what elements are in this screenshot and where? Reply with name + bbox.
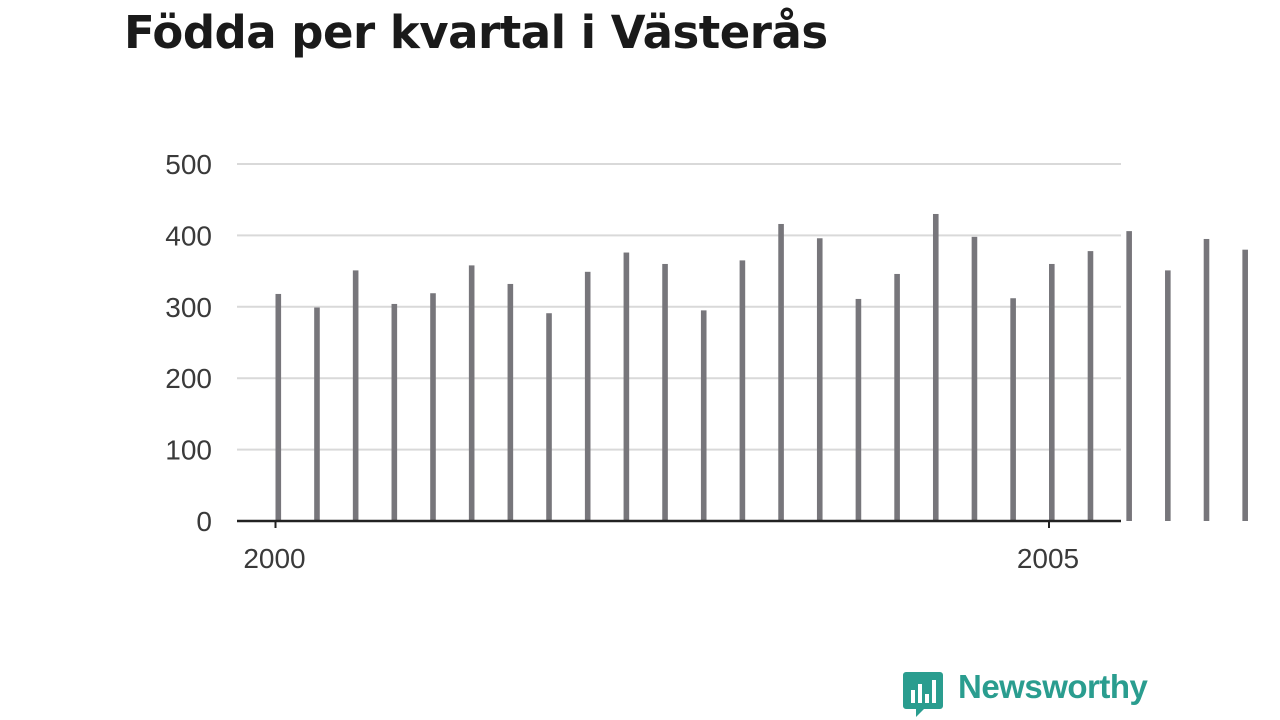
x-tick-label: 2005 [1017, 543, 1079, 574]
bar [1087, 251, 1094, 521]
bar [275, 293, 282, 521]
bar [314, 307, 320, 521]
bar [1242, 249, 1248, 521]
x-axis-ticks: 200020052010201520202025 [243, 521, 1079, 574]
bar [778, 223, 784, 521]
bar-series [275, 213, 1248, 522]
y-tick-label: 200 [165, 363, 212, 394]
bar-chart-speech-bubble-icon [903, 672, 943, 717]
bar [932, 213, 939, 522]
bar [739, 260, 746, 521]
bar [1010, 298, 1016, 521]
bar [971, 236, 978, 521]
bar [623, 252, 630, 521]
y-tick-label: 100 [165, 435, 212, 466]
bar [584, 271, 591, 521]
bar [352, 270, 359, 521]
chart-title: Födda per kvartal i Västerås [124, 6, 828, 59]
bar [430, 293, 436, 521]
newsworthy-logo: Newsworthy [900, 668, 1160, 717]
bar [1126, 231, 1132, 521]
y-axis-ticks: 0 100 200 300 400 500 [165, 149, 212, 537]
y-tick-label: 500 [165, 149, 212, 180]
gridlines [237, 163, 1121, 451]
bar [1049, 263, 1055, 521]
bar [1203, 238, 1210, 521]
bar [894, 273, 900, 521]
x-tick-label: 2000 [243, 543, 305, 574]
brand-name: Newsworthy [958, 668, 1148, 705]
bar [391, 303, 398, 521]
bar [662, 263, 668, 521]
y-tick-label: 400 [165, 220, 212, 251]
bar [700, 310, 707, 521]
bar [468, 265, 475, 521]
bar [816, 238, 823, 522]
y-tick-label: 300 [165, 292, 212, 323]
bar [546, 313, 552, 521]
bar [507, 283, 514, 521]
bar [855, 298, 862, 521]
bar [1165, 270, 1171, 521]
y-tick-label: 0 [196, 506, 212, 537]
